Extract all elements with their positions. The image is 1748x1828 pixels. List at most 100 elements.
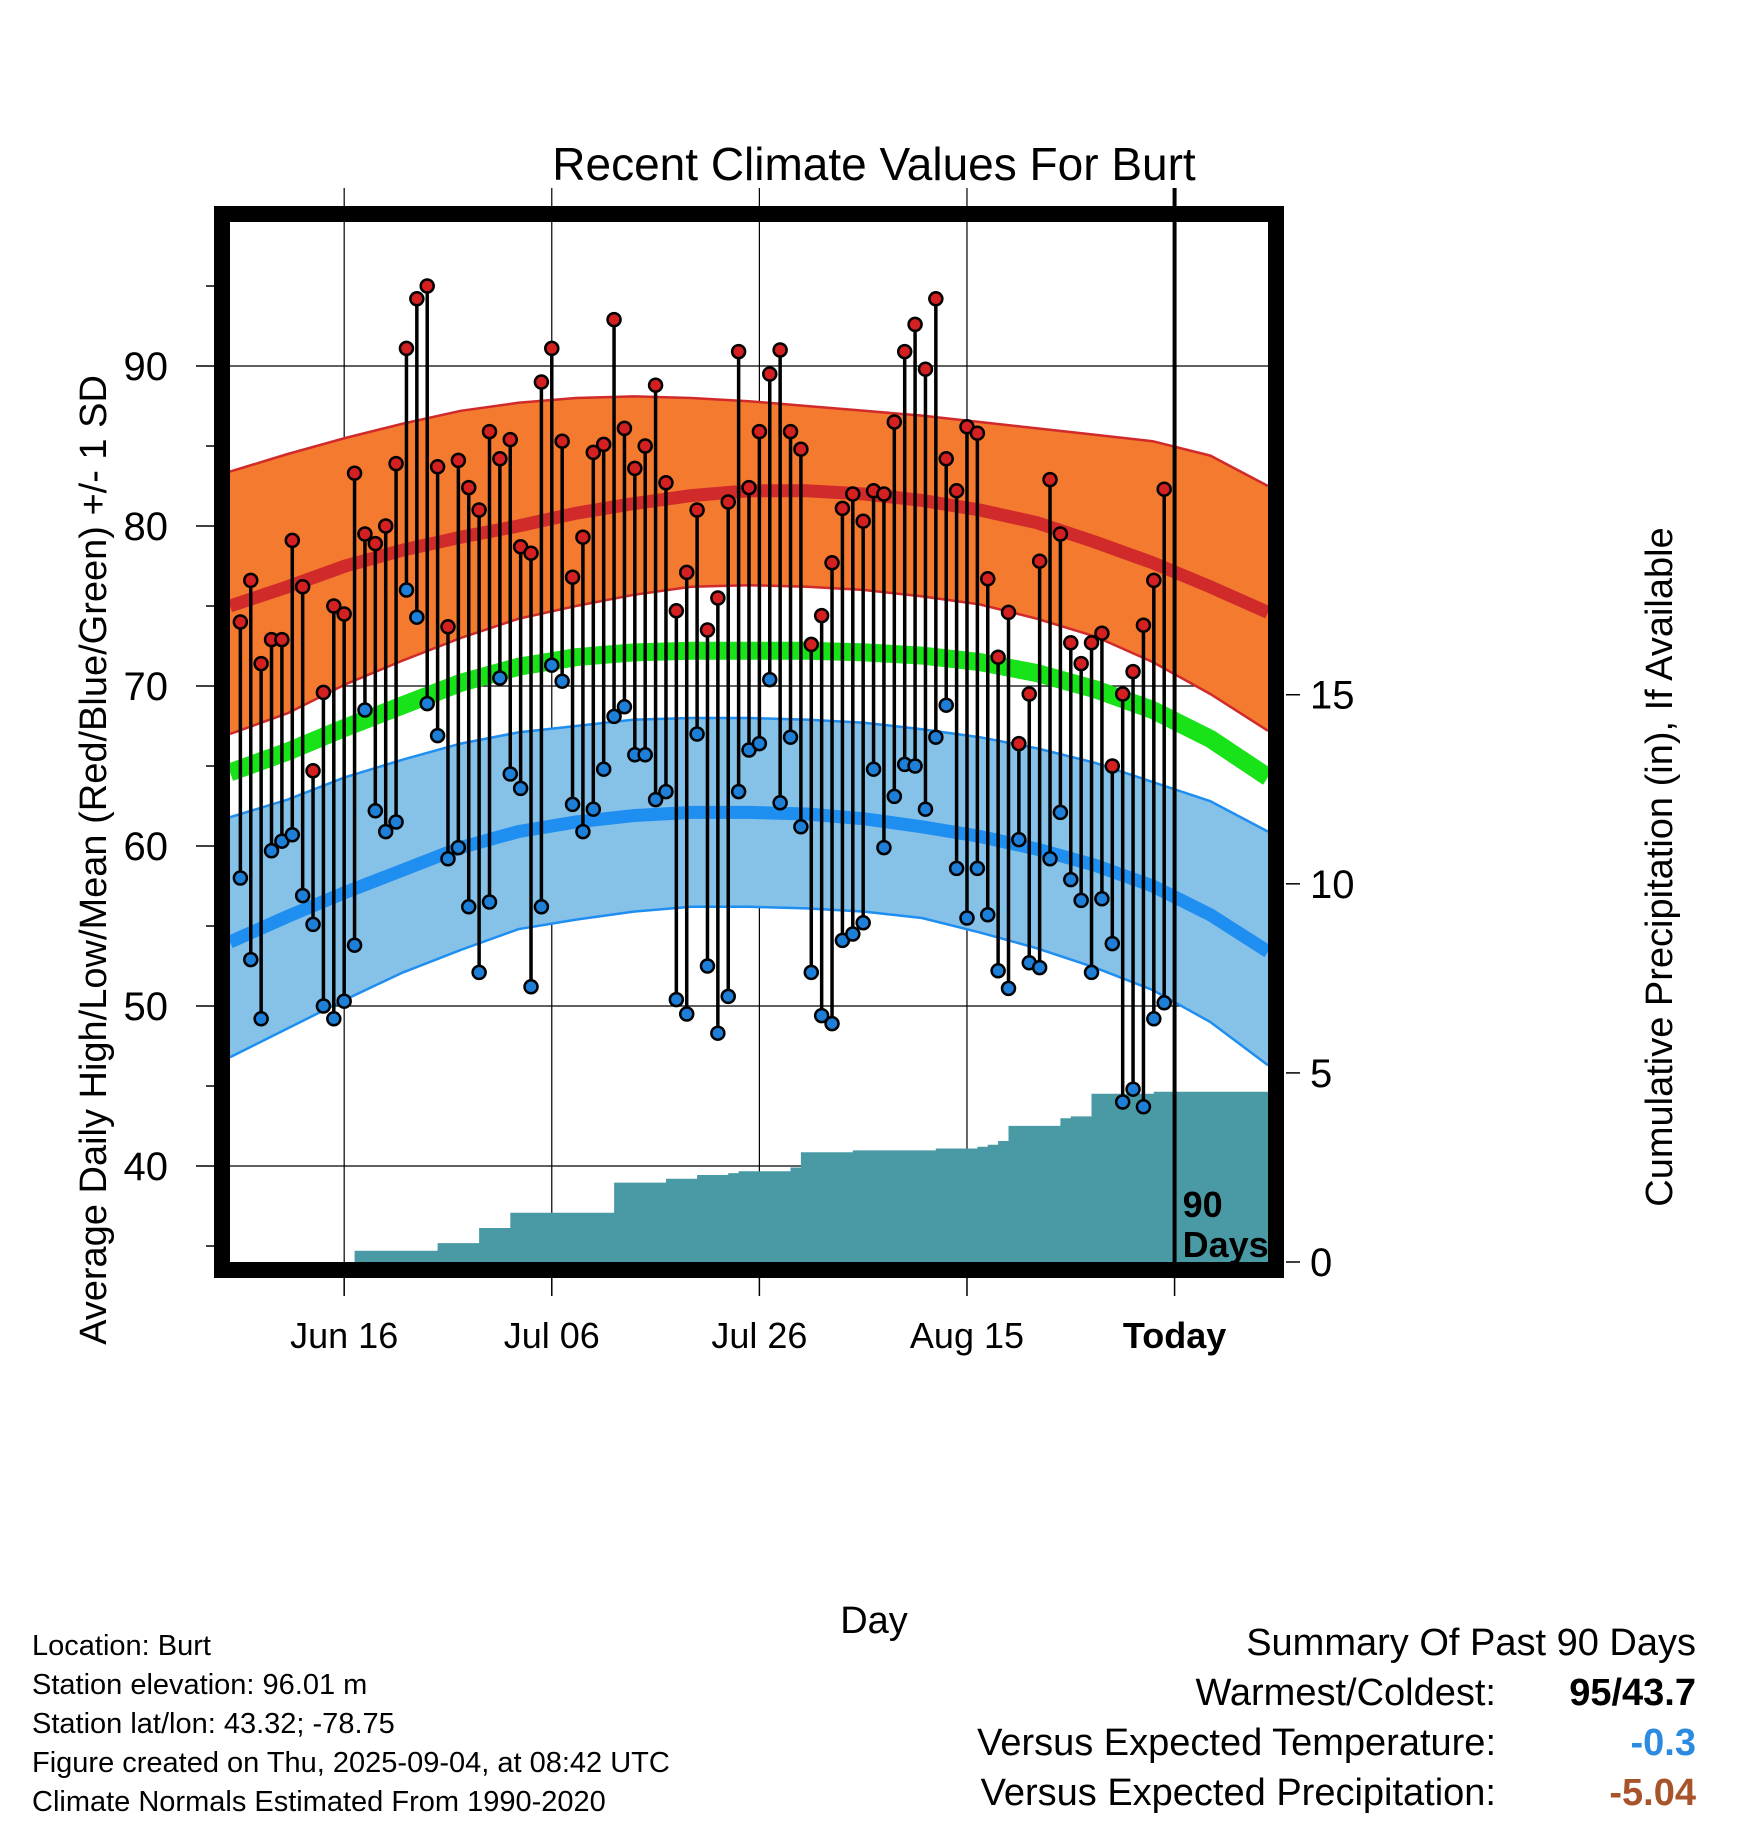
y-tick-label: 80 — [124, 505, 169, 549]
daily-high-point — [388, 455, 404, 472]
daily-low-point — [1000, 980, 1017, 997]
x-axis-label: Day — [840, 1600, 908, 1642]
daily-low-point — [315, 998, 332, 1014]
summary-precip-row: Versus Expected Precipitation: -5.04 — [977, 1768, 1696, 1818]
daily-low-point — [959, 910, 975, 926]
daily-high-point — [595, 436, 612, 453]
daily-low-point — [886, 788, 903, 805]
daily-low-point — [1146, 1011, 1162, 1027]
daily-high-point — [730, 343, 747, 360]
warmest-value: 95 — [1569, 1672, 1612, 1714]
daily-high-point — [834, 500, 851, 517]
daily-high-point — [575, 529, 591, 545]
daily-low-point — [1011, 831, 1027, 848]
daily-high-point — [1052, 526, 1069, 542]
daily-low-point — [616, 699, 633, 715]
daily-high-point — [1114, 686, 1131, 702]
daily-high-point — [803, 636, 820, 653]
daily-low-point — [232, 870, 249, 886]
daily-low-point — [523, 979, 539, 995]
daily-low-point — [357, 702, 373, 718]
daily-high-point — [668, 603, 685, 619]
daily-high-point — [409, 291, 425, 307]
daily-low-point — [585, 801, 602, 817]
daily-high-point — [232, 614, 249, 630]
daily-low-point — [419, 695, 435, 712]
summary-panel: Summary Of Past 90 Days Warmest/Coldest:… — [977, 1618, 1696, 1818]
daily-low-point — [336, 993, 352, 1009]
daily-high-point — [772, 342, 788, 358]
daily-high-point — [793, 441, 809, 457]
daily-high-point — [492, 451, 508, 467]
daily-low-point — [1063, 871, 1079, 888]
daily-high-point — [305, 763, 321, 779]
daily-low-point — [346, 937, 363, 953]
y2-tick-label: 5 — [1310, 1052, 1332, 1096]
summary-temp-row: Versus Expected Temperature: -0.3 — [977, 1718, 1696, 1768]
daily-high-point — [294, 579, 311, 595]
daily-high-point — [585, 444, 602, 461]
daily-low-point — [253, 1011, 269, 1027]
daily-low-point — [699, 958, 716, 974]
daily-low-point — [793, 819, 809, 835]
daily-low-point — [865, 761, 882, 777]
daily-low-point — [606, 708, 622, 725]
daily-high-point — [824, 555, 840, 571]
daily-low-point — [1104, 935, 1121, 952]
precip-layer — [230, 1091, 1279, 1262]
daily-low-point — [1052, 804, 1069, 821]
daily-low-point — [907, 758, 923, 774]
daily-low-point — [876, 839, 892, 856]
daily-high-point — [284, 532, 301, 549]
daily-low-point — [979, 907, 996, 923]
daily-low-point — [450, 839, 467, 856]
daily-low-point — [409, 609, 425, 625]
daily-low-point — [388, 814, 404, 830]
daily-low-point — [294, 887, 311, 904]
daily-high-point — [243, 572, 259, 589]
x-tick-label: Jul 26 — [711, 1315, 807, 1356]
daily-high-point — [710, 590, 726, 606]
daily-high-point — [326, 598, 342, 614]
x-tick-label: Jun 16 — [290, 1315, 398, 1356]
daily-high-point — [274, 631, 290, 648]
daily-high-point — [762, 366, 778, 382]
daily-low-point — [751, 735, 768, 752]
daily-low-point — [689, 726, 705, 742]
daily-high-point — [460, 479, 477, 496]
daily-high-point — [658, 475, 674, 491]
precip-anomaly-value: -5.04 — [1609, 1772, 1696, 1814]
daily-high-point — [253, 655, 269, 672]
daily-low-point — [492, 670, 508, 686]
daily-low-point — [481, 894, 498, 910]
daily-low-point — [928, 729, 944, 745]
daily-high-point — [1063, 635, 1079, 651]
daily-high-point — [855, 513, 871, 529]
daily-high-point — [689, 502, 705, 518]
daily-high-point — [1042, 471, 1058, 488]
daily-low-point — [730, 783, 747, 800]
latlon-text: Station lat/lon: 43.32; -78.75 — [32, 1708, 395, 1740]
y-tick-label: 90 — [124, 345, 169, 389]
daily-low-point — [1135, 1099, 1152, 1115]
y-tick-label: 40 — [124, 1145, 169, 1189]
chart-title: Recent Climate Values For Burt — [552, 138, 1196, 190]
daily-low-point — [440, 851, 456, 867]
daily-low-point — [429, 727, 446, 744]
daily-high-point — [1094, 625, 1110, 641]
daily-low-point — [1042, 851, 1058, 867]
daily-high-point — [367, 535, 384, 552]
daily-high-point — [741, 479, 757, 496]
daily-low-point — [647, 791, 664, 808]
daily-low-point — [1031, 959, 1048, 976]
daily-low-point — [460, 899, 477, 915]
created-text: Figure created on Thu, 2025-09-04, at 08… — [32, 1747, 670, 1779]
summary-warmest-row: Warmest/Coldest: 95/43.7 — [977, 1668, 1696, 1718]
daily-high-point — [782, 423, 799, 440]
daily-high-point — [699, 622, 716, 638]
daily-low-point — [938, 697, 954, 713]
daily-low-point — [772, 795, 788, 811]
daily-high-point — [1073, 655, 1089, 672]
daily-low-point — [855, 915, 871, 931]
